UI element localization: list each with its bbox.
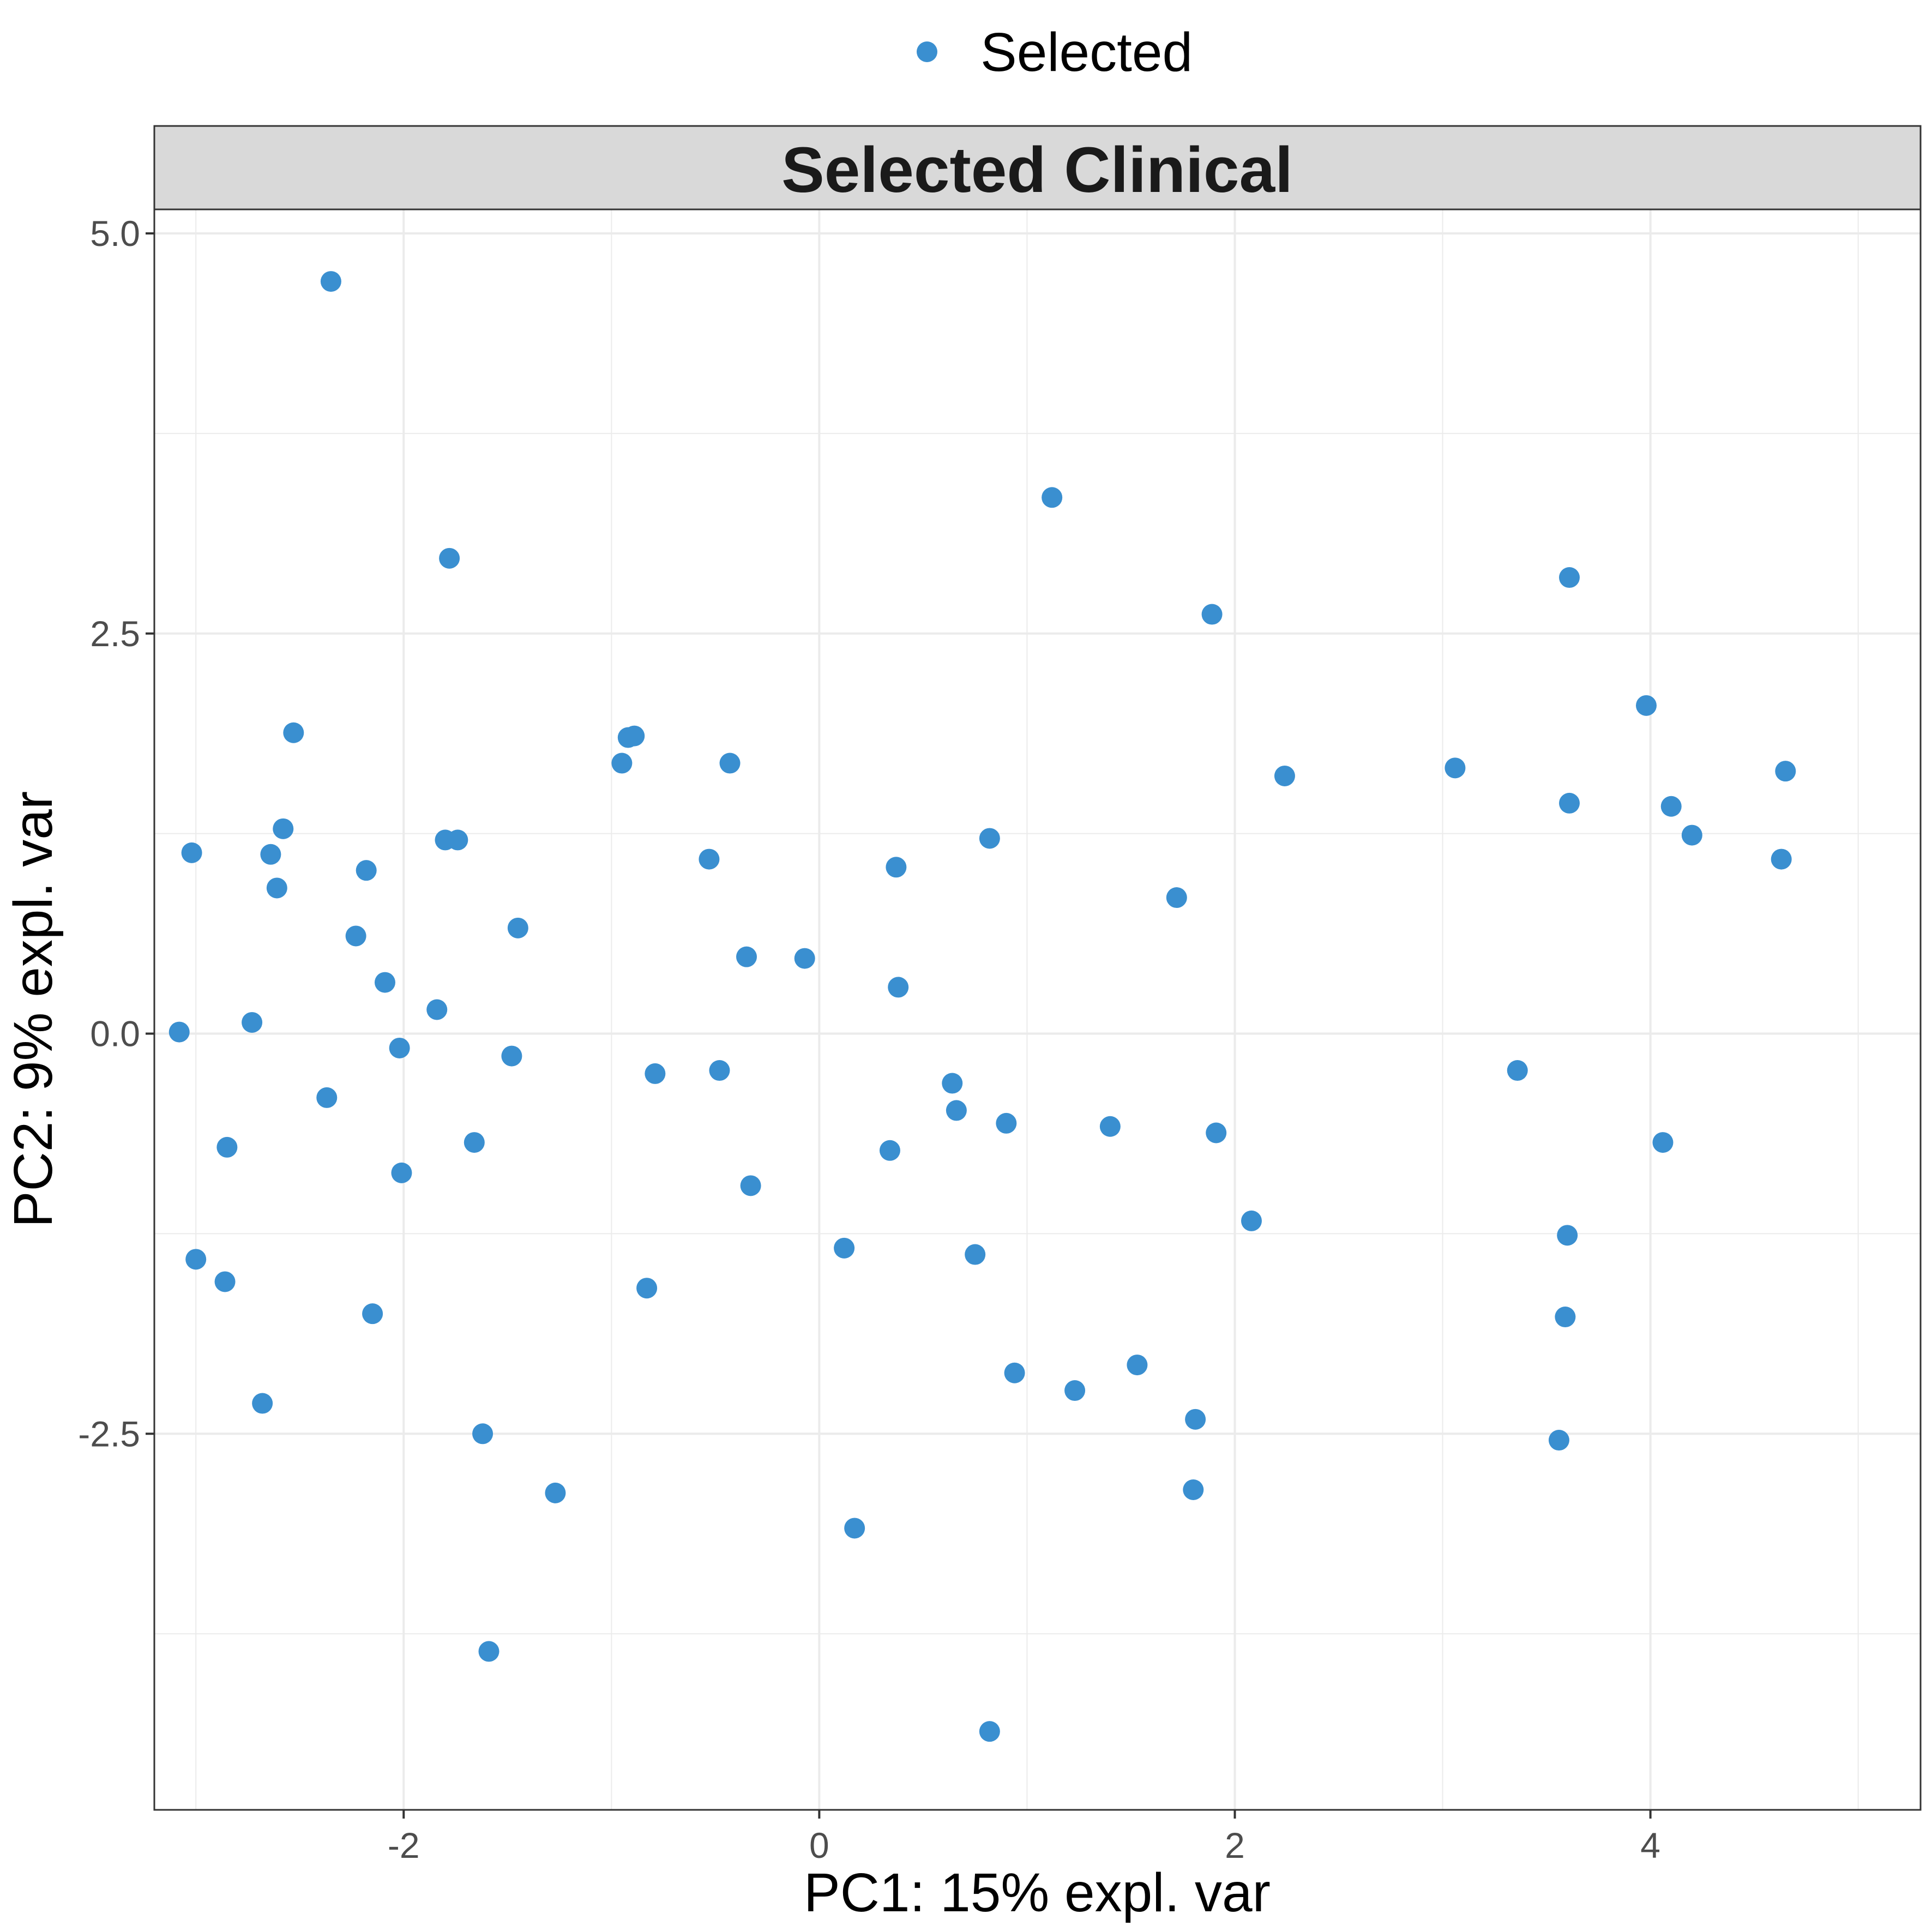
data-point bbox=[834, 1237, 855, 1259]
data-point bbox=[979, 1721, 1000, 1742]
data-point bbox=[1127, 1355, 1148, 1376]
x-tick-label: 4 bbox=[1640, 1825, 1660, 1865]
data-point bbox=[1004, 1362, 1025, 1383]
y-tick-label: 0.0 bbox=[90, 1014, 140, 1054]
legend-label: Selected bbox=[980, 22, 1193, 83]
data-point bbox=[794, 948, 815, 969]
data-point bbox=[464, 1132, 485, 1153]
data-point bbox=[740, 1175, 761, 1196]
data-point bbox=[1559, 567, 1580, 588]
data-point bbox=[447, 829, 468, 851]
data-point bbox=[1274, 765, 1295, 786]
data-point bbox=[879, 1140, 900, 1161]
data-point bbox=[1636, 695, 1657, 716]
data-point bbox=[426, 999, 448, 1020]
data-point bbox=[391, 1162, 412, 1183]
data-point bbox=[439, 547, 460, 569]
data-point bbox=[1183, 1479, 1204, 1500]
data-point bbox=[356, 860, 377, 881]
data-point bbox=[996, 1112, 1017, 1134]
data-point bbox=[507, 917, 528, 938]
data-point bbox=[636, 1278, 658, 1299]
x-tick-label: -2 bbox=[388, 1825, 420, 1865]
data-point bbox=[719, 753, 741, 774]
data-point bbox=[266, 877, 287, 899]
y-tick-label: 5.0 bbox=[90, 213, 140, 254]
strip-background bbox=[153, 125, 1922, 210]
data-point bbox=[345, 925, 366, 947]
x-axis-title: PC1: 15% expl. var bbox=[804, 1862, 1271, 1923]
data-point bbox=[472, 1423, 493, 1445]
data-point bbox=[545, 1482, 566, 1503]
x-axis-ticks: -2 0 2 4 bbox=[388, 1810, 1660, 1865]
data-point bbox=[1166, 887, 1187, 908]
data-point bbox=[979, 828, 1000, 849]
data-point bbox=[942, 1073, 963, 1094]
data-point bbox=[1445, 757, 1466, 779]
data-point bbox=[1559, 792, 1580, 814]
data-point bbox=[1507, 1060, 1528, 1081]
data-point bbox=[888, 977, 909, 998]
data-point bbox=[283, 722, 304, 743]
data-point bbox=[316, 1087, 338, 1108]
data-point bbox=[1042, 487, 1063, 508]
facet-strip: Selected Clinical bbox=[153, 125, 1922, 210]
data-point bbox=[168, 1021, 190, 1043]
data-point bbox=[1771, 848, 1792, 870]
data-point bbox=[1201, 604, 1223, 625]
data-point bbox=[216, 1136, 238, 1158]
data-point bbox=[1775, 761, 1796, 782]
data-point bbox=[1099, 1116, 1121, 1137]
legend-key-point bbox=[917, 41, 937, 62]
plot-panel-border bbox=[153, 208, 1922, 1811]
data-point bbox=[374, 972, 395, 993]
data-point bbox=[1064, 1380, 1086, 1401]
data-point bbox=[1681, 824, 1702, 846]
data-point bbox=[645, 1063, 666, 1084]
major-gridlines bbox=[154, 209, 1921, 1810]
data-point bbox=[389, 1037, 410, 1058]
data-point bbox=[273, 818, 294, 839]
data-point bbox=[320, 271, 341, 292]
y-tick-label: -2.5 bbox=[78, 1413, 140, 1454]
data-point bbox=[1557, 1225, 1578, 1246]
data-point bbox=[1652, 1132, 1674, 1153]
y-tick-label: 2.5 bbox=[90, 613, 140, 654]
data-point bbox=[709, 1060, 730, 1081]
data-point bbox=[185, 1249, 207, 1270]
data-point bbox=[886, 857, 907, 878]
data-point bbox=[181, 842, 202, 863]
data-point bbox=[946, 1100, 967, 1121]
data-point bbox=[1206, 1122, 1227, 1143]
data-point bbox=[501, 1045, 522, 1067]
data-point bbox=[1548, 1430, 1569, 1451]
data-point bbox=[844, 1518, 865, 1539]
minor-gridlines bbox=[154, 209, 1921, 1810]
x-tick-label: 2 bbox=[1225, 1825, 1245, 1865]
data-point bbox=[736, 946, 757, 967]
data-point bbox=[252, 1393, 273, 1414]
data-point bbox=[362, 1303, 383, 1325]
data-point bbox=[1555, 1307, 1576, 1328]
y-axis-ticks: -2.5 0.0 2.5 5.0 bbox=[78, 213, 154, 1454]
y-axis-title: PC2: 9% expl. var bbox=[3, 791, 64, 1227]
data-point bbox=[214, 1271, 236, 1292]
x-tick-label: 0 bbox=[809, 1825, 829, 1865]
data-point bbox=[1660, 796, 1682, 817]
data-point bbox=[260, 844, 281, 865]
data-point bbox=[699, 848, 720, 870]
data-point bbox=[1185, 1409, 1206, 1430]
data-point bbox=[611, 753, 633, 774]
data-point bbox=[965, 1244, 986, 1265]
data-point bbox=[624, 725, 645, 747]
strip-title: Selected Clinical bbox=[781, 134, 1293, 206]
data-points bbox=[168, 271, 1796, 1742]
data-point bbox=[242, 1012, 263, 1033]
plot-panel bbox=[154, 209, 1921, 1810]
data-point bbox=[478, 1641, 499, 1662]
legend: Selected bbox=[917, 22, 1193, 83]
data-point bbox=[1241, 1210, 1262, 1231]
